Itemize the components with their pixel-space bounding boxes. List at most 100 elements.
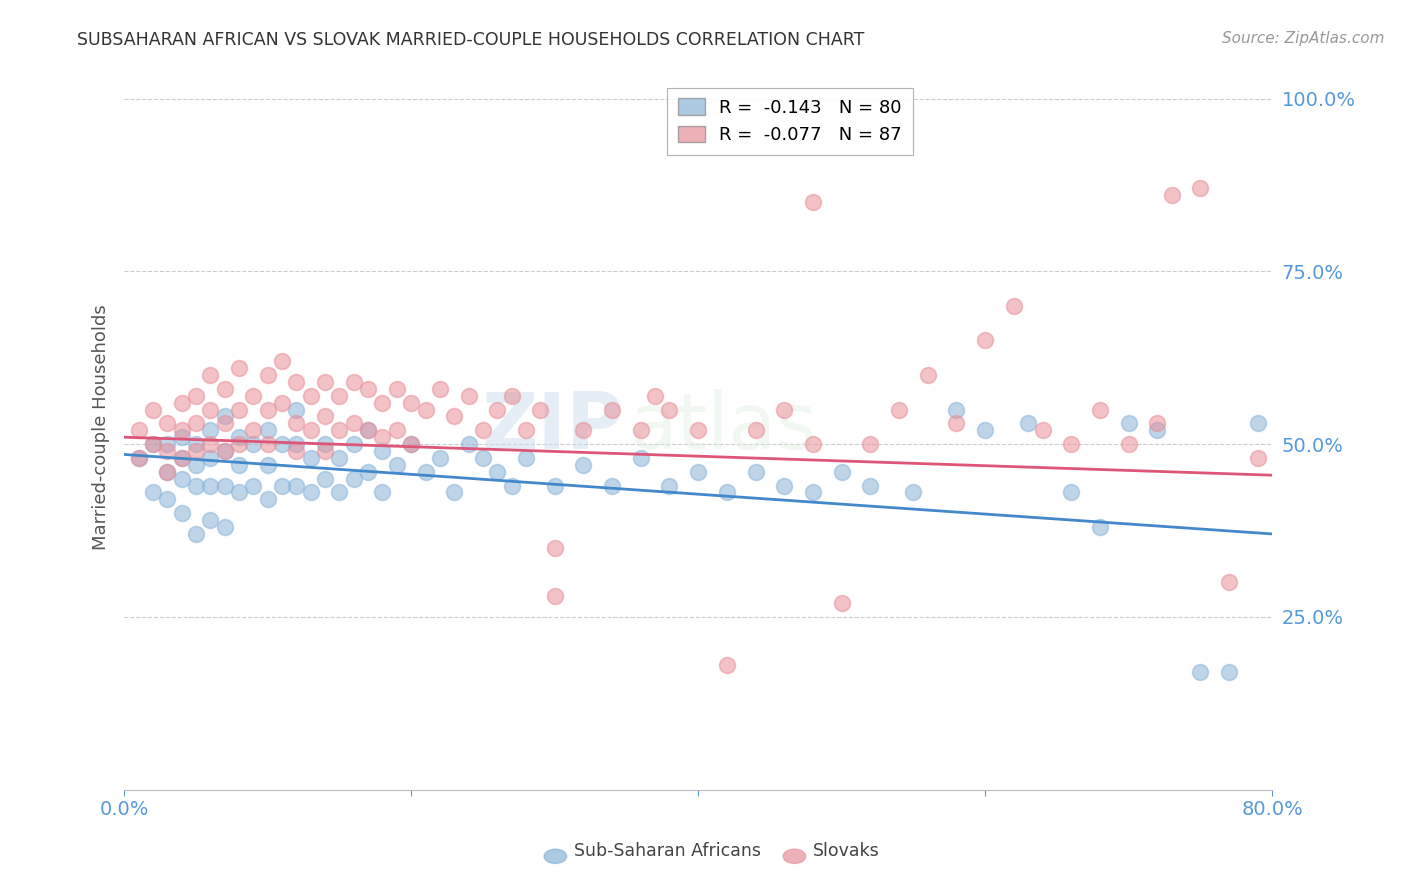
Point [184, 444, 207, 458]
Point [688, 465, 710, 479]
Point [228, 402, 250, 417]
Point [299, 423, 322, 437]
Point [1247, 417, 1270, 431]
Text: SUBSAHARAN AFRICAN VS SLOVAK MARRIED-COUPLE HOUSEHOLDS CORRELATION CHART: SUBSAHARAN AFRICAN VS SLOVAK MARRIED-COU… [77, 31, 865, 49]
Point [170, 450, 193, 465]
Point [1118, 437, 1140, 451]
Point [801, 485, 824, 500]
Point [170, 395, 193, 409]
Point [859, 437, 882, 451]
Point [801, 195, 824, 210]
Point [974, 423, 997, 437]
Point [471, 450, 494, 465]
Point [228, 361, 250, 376]
Point [200, 513, 222, 527]
Point [128, 423, 150, 437]
Point [170, 423, 193, 437]
Point [1247, 450, 1270, 465]
Point [200, 423, 222, 437]
Point [859, 478, 882, 492]
Point [156, 465, 179, 479]
Point [371, 485, 394, 500]
Point [328, 485, 350, 500]
Point [744, 465, 766, 479]
Point [529, 402, 551, 417]
Point [343, 472, 366, 486]
Point [544, 541, 567, 555]
Point [716, 658, 738, 673]
Point [299, 389, 322, 403]
Legend: R =  -0.143   N = 80, R =  -0.077   N = 87: R = -0.143 N = 80, R = -0.077 N = 87 [666, 87, 912, 155]
Point [744, 423, 766, 437]
Point [773, 402, 796, 417]
Point [200, 478, 222, 492]
Point [285, 478, 308, 492]
Point [343, 437, 366, 451]
Y-axis label: Married-couple Households: Married-couple Households [93, 304, 110, 549]
Point [256, 492, 278, 507]
Point [314, 437, 336, 451]
Point [515, 450, 537, 465]
Point [515, 423, 537, 437]
Point [214, 444, 236, 458]
Point [385, 382, 408, 396]
Point [228, 458, 250, 472]
Point [544, 478, 567, 492]
Text: ZIP: ZIP [481, 389, 623, 465]
Point [801, 437, 824, 451]
Point [974, 334, 997, 348]
Point [471, 423, 494, 437]
Point [399, 437, 422, 451]
Point [1017, 417, 1039, 431]
Point [214, 382, 236, 396]
Point [184, 389, 207, 403]
Point [256, 368, 278, 382]
Point [903, 485, 925, 500]
Point [429, 450, 451, 465]
Point [128, 450, 150, 465]
Point [600, 478, 623, 492]
Point [887, 402, 910, 417]
Point [630, 423, 652, 437]
Point [299, 485, 322, 500]
Point [357, 382, 380, 396]
Point [285, 375, 308, 389]
Point [200, 437, 222, 451]
Point [630, 450, 652, 465]
Point [1060, 437, 1083, 451]
Point [128, 450, 150, 465]
Point [343, 417, 366, 431]
Text: Source: ZipAtlas.com: Source: ZipAtlas.com [1222, 31, 1385, 46]
Point [644, 389, 666, 403]
Point [214, 478, 236, 492]
Point [486, 402, 509, 417]
Point [572, 458, 595, 472]
Point [142, 437, 165, 451]
Point [200, 402, 222, 417]
Point [457, 437, 479, 451]
Point [156, 437, 179, 451]
Point [242, 423, 264, 437]
Point [945, 402, 967, 417]
Point [142, 402, 165, 417]
Point [385, 423, 408, 437]
Point [371, 444, 394, 458]
Point [328, 423, 350, 437]
Point [314, 375, 336, 389]
Point [399, 395, 422, 409]
Point [170, 430, 193, 444]
Point [1218, 665, 1240, 680]
Point [228, 430, 250, 444]
Point [242, 437, 264, 451]
Point [917, 368, 939, 382]
Point [688, 423, 710, 437]
Point [170, 506, 193, 520]
Point [184, 437, 207, 451]
Point [501, 389, 523, 403]
Text: atlas: atlas [630, 389, 817, 465]
Point [399, 437, 422, 451]
Point [184, 527, 207, 541]
Point [1002, 299, 1025, 313]
Point [945, 417, 967, 431]
Point [544, 589, 567, 603]
